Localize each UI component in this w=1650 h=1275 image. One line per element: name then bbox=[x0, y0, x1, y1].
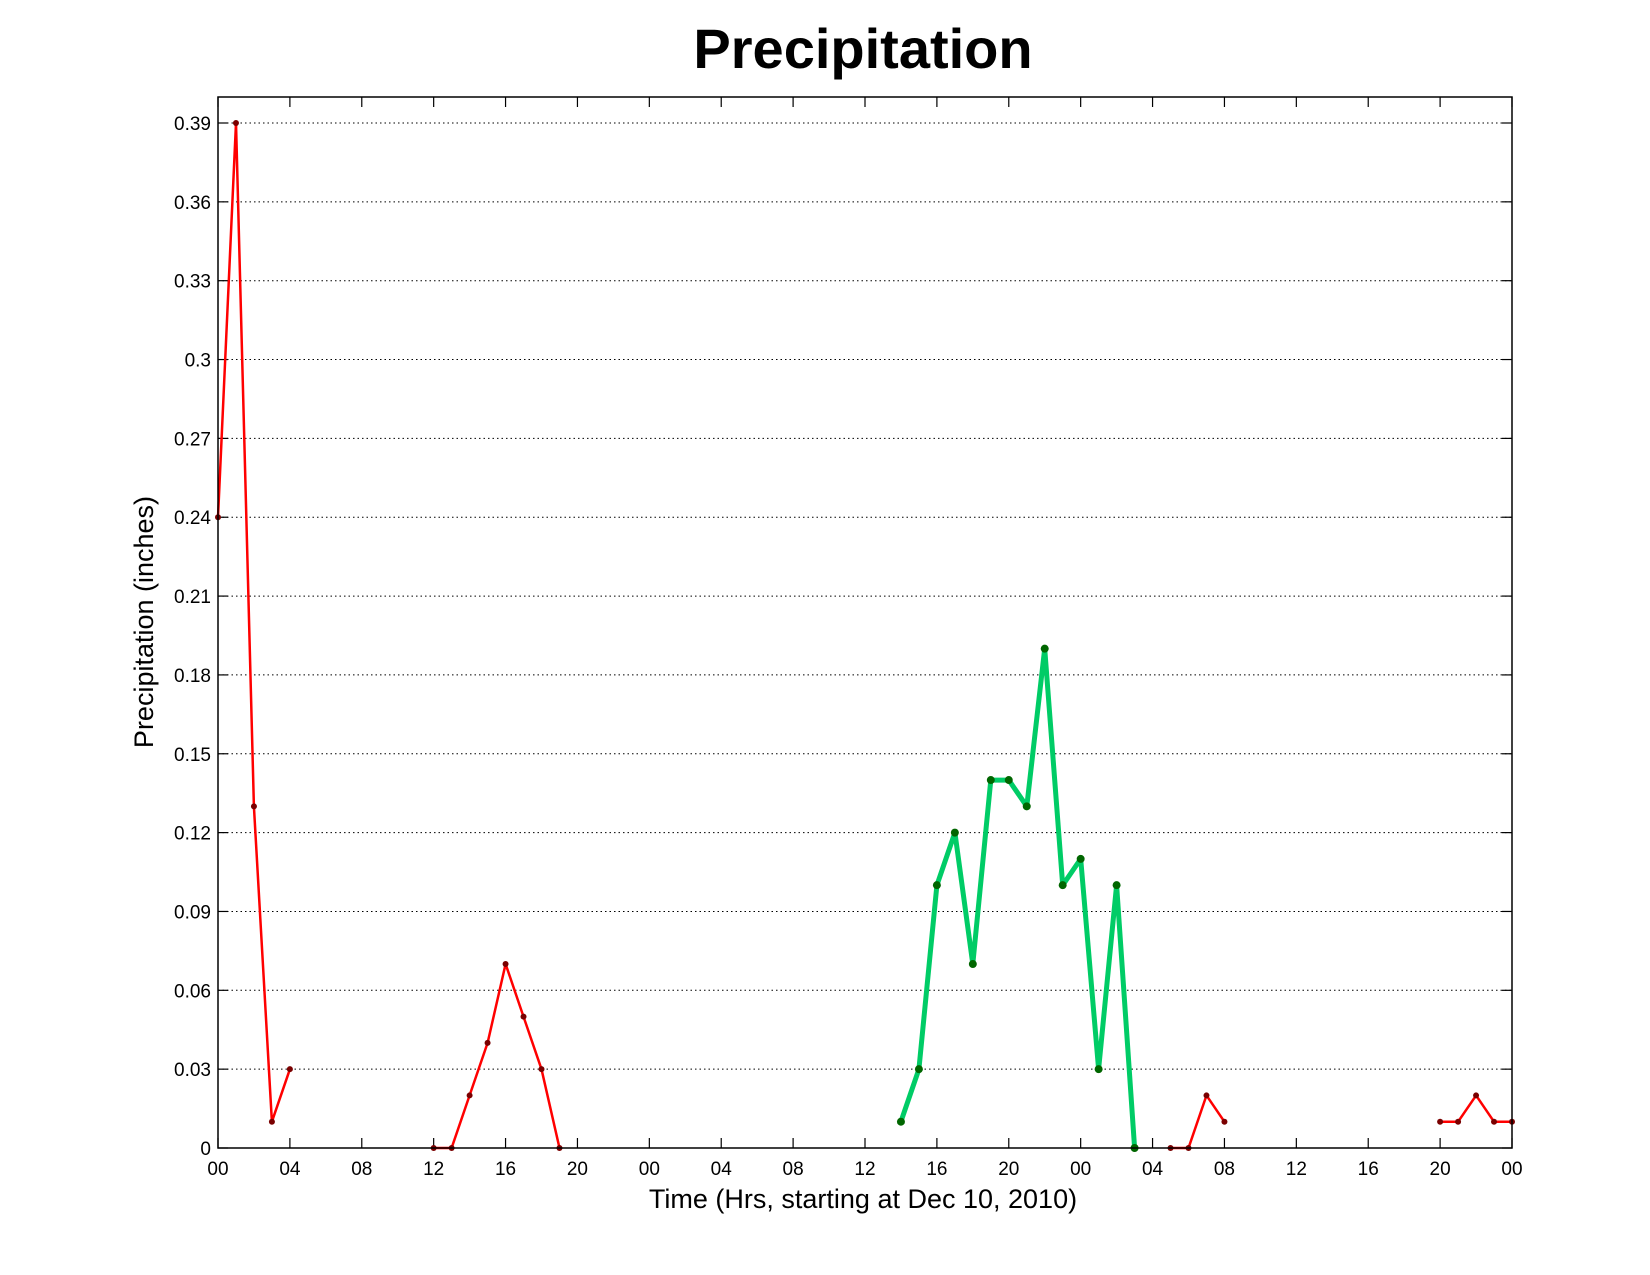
x-tick-label: 00 bbox=[207, 1159, 228, 1180]
y-tick-label: 0.27 bbox=[174, 429, 211, 450]
x-tick-label: 00 bbox=[1070, 1159, 1091, 1180]
y-tick-label: 0.21 bbox=[174, 587, 211, 608]
y-tick-label: 0.18 bbox=[174, 666, 211, 687]
y-tick-label: 0 bbox=[200, 1139, 211, 1160]
x-tick-label: 20 bbox=[567, 1159, 588, 1180]
x-tick-label: 08 bbox=[351, 1159, 372, 1180]
y-axis-label: Precipitation (inches) bbox=[129, 496, 159, 748]
y-tick-labels: 0 0.03 0.06 0.09 0.12 0.15 0.18 0.21 0.24 0.27 0.3… bbox=[174, 114, 211, 1160]
x-tick-label: 08 bbox=[783, 1159, 804, 1180]
y-tick-label: 0.15 bbox=[174, 745, 211, 766]
series-line bbox=[1440, 1094, 1512, 1123]
x-tick-label: 16 bbox=[926, 1159, 947, 1180]
data-point bbox=[1076, 854, 1085, 863]
y-tick-label: 0.33 bbox=[174, 272, 211, 293]
y-tick-label: 0.36 bbox=[174, 193, 211, 214]
y-tick-label: 0.12 bbox=[174, 824, 211, 845]
data-point bbox=[986, 776, 995, 785]
x-tick-label: 04 bbox=[1142, 1159, 1164, 1180]
data-point bbox=[1491, 1118, 1498, 1125]
x-tick-label: 08 bbox=[1214, 1159, 1235, 1180]
data-point bbox=[520, 1013, 527, 1020]
data-point bbox=[1437, 1118, 1444, 1125]
x-tick-label: 16 bbox=[1358, 1159, 1379, 1180]
series-line bbox=[216, 121, 292, 1123]
data-point bbox=[250, 803, 257, 810]
y-tick-label: 0.3 bbox=[185, 351, 211, 372]
axis-ticks bbox=[217, 97, 1513, 1149]
x-tick-label: 00 bbox=[639, 1159, 660, 1180]
data-point bbox=[1203, 1092, 1210, 1099]
x-tick-label: 20 bbox=[998, 1159, 1019, 1180]
data-point bbox=[914, 1065, 923, 1074]
data-point bbox=[466, 1092, 473, 1099]
x-tick-label: 12 bbox=[854, 1159, 875, 1180]
data-point bbox=[950, 828, 959, 837]
y-tick-label: 0.06 bbox=[174, 981, 211, 1002]
data-point bbox=[1022, 802, 1031, 811]
series-line bbox=[433, 962, 561, 1150]
x-tick-label: 04 bbox=[279, 1159, 301, 1180]
data-point bbox=[1058, 881, 1067, 890]
series-line bbox=[1170, 1094, 1226, 1150]
y-tick-label: 0.24 bbox=[174, 508, 211, 529]
x-tick-label: 16 bbox=[495, 1159, 516, 1180]
chart-title: Precipitation bbox=[693, 17, 1032, 80]
y-tick-label: 0.09 bbox=[174, 902, 211, 923]
x-tick-label: 04 bbox=[711, 1159, 733, 1180]
data-point bbox=[932, 881, 941, 890]
data-point bbox=[1221, 1118, 1228, 1125]
x-tick-labels: 00 04 08 12 16 20 00 04 08 12 16 20 00 04 08 12 16 20 00 bbox=[207, 1159, 1522, 1180]
data-point bbox=[268, 1118, 275, 1125]
data-series bbox=[215, 120, 1515, 1152]
x-tick-label: 12 bbox=[423, 1159, 444, 1180]
data-point bbox=[286, 1066, 293, 1073]
data-point bbox=[896, 1117, 905, 1126]
gridlines bbox=[218, 122, 1512, 1070]
x-tick-label: 00 bbox=[1501, 1159, 1522, 1180]
plot-area-frame bbox=[217, 96, 1513, 1149]
data-point bbox=[484, 1039, 491, 1046]
data-point bbox=[1094, 1065, 1103, 1074]
x-tick-label: 12 bbox=[1286, 1159, 1307, 1180]
series-1 bbox=[430, 961, 563, 1151]
data-point bbox=[538, 1066, 545, 1073]
data-point bbox=[968, 960, 977, 969]
data-point bbox=[1040, 644, 1049, 653]
series-line bbox=[898, 646, 1138, 1149]
data-point bbox=[502, 961, 509, 968]
series-4 bbox=[1437, 1092, 1515, 1125]
data-point bbox=[1112, 881, 1121, 890]
data-point bbox=[1004, 776, 1013, 785]
x-tick-label: 20 bbox=[1430, 1159, 1451, 1180]
data-point bbox=[1473, 1092, 1480, 1099]
y-tick-label: 0.39 bbox=[174, 114, 211, 135]
y-tick-label: 0.03 bbox=[174, 1060, 211, 1081]
data-point bbox=[1455, 1118, 1462, 1125]
series-3 bbox=[1167, 1092, 1228, 1151]
series-0 bbox=[215, 120, 293, 1125]
series-2 bbox=[896, 644, 1139, 1152]
data-point bbox=[232, 120, 239, 126]
x-axis-label: Time (Hrs, starting at Dec 10, 2010) bbox=[649, 1184, 1077, 1214]
